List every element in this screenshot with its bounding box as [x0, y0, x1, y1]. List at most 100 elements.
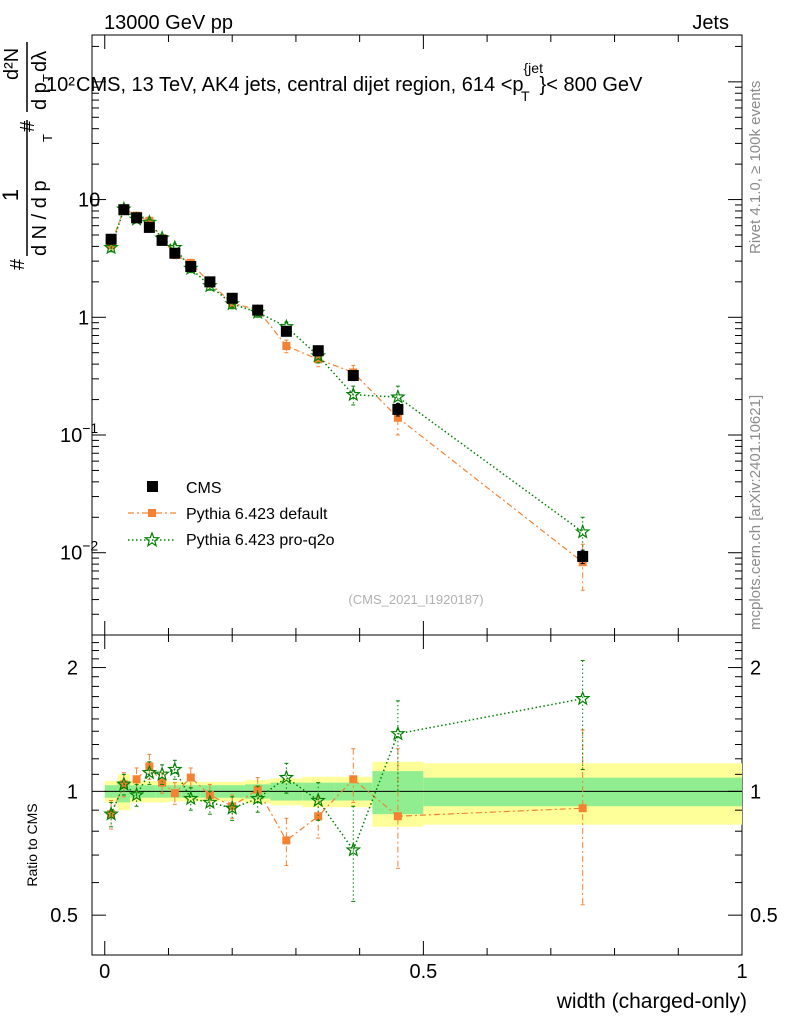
ratio-point-default: [186, 773, 195, 782]
ratio-point-proq2o: [390, 725, 406, 741]
ratio-point-proq2o: [202, 794, 218, 810]
ratio-panel-marks: [103, 660, 591, 906]
plot-title-main: CMS, 13 TeV, AK4 jets, central dijet reg…: [76, 74, 524, 96]
main-y-tick-exp: −2: [82, 538, 98, 554]
main-y-tick-label: 1: [78, 307, 89, 329]
ratio-point-default: [282, 836, 291, 845]
data-point-proq2o: [574, 523, 591, 539]
plot-title-sup: {jet: [524, 60, 544, 76]
ylabel-hash-left: #: [7, 258, 29, 270]
ylabel-sub-t: T: [40, 134, 55, 142]
ratio-point-default: [253, 785, 262, 794]
main-y-tick-label: 10: [78, 190, 100, 212]
data-point-cms: [347, 370, 359, 382]
plot-title-sub: T: [521, 88, 530, 104]
ratio-point-proq2o: [141, 764, 158, 780]
ylabel-den-tail: d p: [29, 82, 51, 110]
main-y-tick-base: 10: [78, 190, 100, 212]
ratio-point-proq2o: [128, 786, 145, 802]
data-point-cms: [312, 345, 324, 357]
ratio-x-tick-label: 1: [736, 961, 747, 983]
legend-label-cms: CMS: [186, 480, 222, 497]
data-point-proq2o: [390, 388, 406, 404]
plot-title: CMS, 13 TeV, AK4 jets, central dijet reg…: [76, 60, 643, 104]
data-point-cms: [156, 234, 168, 246]
axis-ticks: [92, 35, 743, 956]
legend-marker-default: [148, 509, 156, 517]
ratio-point-proq2o: [154, 766, 170, 781]
ratio-point-proq2o: [224, 799, 241, 815]
ratio-point-proq2o: [249, 790, 266, 806]
ratio-x-tick-label: 0: [99, 961, 110, 983]
rivet-version-label: Rivet 4.1.0, ≥ 100k events: [747, 81, 764, 254]
ylabel-sub-t-2: T: [40, 74, 55, 82]
ratio-point-proq2o: [182, 790, 199, 806]
ratio-point-proq2o: [345, 841, 362, 857]
legend-marker-cms: [147, 481, 158, 492]
data-point-cms: [131, 212, 143, 224]
x-axis-title: width (charged-only): [556, 990, 747, 1013]
ratio-y-tick-label-right: 1: [750, 781, 761, 803]
ylabel-frac-num: 1: [0, 189, 23, 201]
series-line-default: [110, 207, 584, 563]
ylabel-dlambda: dλ: [29, 51, 51, 72]
ratio-y-tick-label-left: 2: [67, 658, 78, 680]
analysis-watermark: (CMS_2021_I1920187): [348, 592, 483, 607]
ratio-y-tick-label-right: 0.5: [750, 905, 778, 927]
ratio-point-default: [158, 778, 167, 787]
ratio-y-tick-label-right: 2: [750, 658, 761, 680]
data-point-cms: [392, 403, 404, 415]
data-point-cms: [204, 276, 216, 288]
data-point-cms: [105, 233, 117, 245]
data-point-cms: [280, 325, 292, 337]
uncertainty-bands: [104, 761, 742, 827]
main-y-axis-label: # 1 d N / d p T # d²N d p T dλ: [0, 42, 55, 270]
main-y-tick-exp: −1: [82, 420, 98, 436]
data-point-cms: [252, 304, 264, 316]
y-exponent-label: 10²: [46, 74, 75, 96]
main-y-tick-base: 10: [60, 543, 82, 565]
main-panel-marks: [103, 200, 591, 591]
data-point-cms: [143, 221, 155, 233]
data-point-cms: [169, 247, 181, 259]
main-y-tick-base: 1: [78, 307, 89, 329]
main-y-tick-base: 10: [60, 425, 82, 447]
data-point-default: [282, 342, 291, 351]
main-y-tick-label: 10−2: [60, 538, 98, 565]
ratio-point-proq2o: [310, 792, 327, 808]
energy-label: 13000 GeV pp: [104, 12, 233, 34]
data-point-default: [393, 413, 402, 422]
legend: CMS Pythia 6.423 default Pythia 6.423 pr…: [128, 480, 335, 549]
ratio-x-tick-label: 0.5: [409, 961, 437, 983]
data-point-proq2o: [103, 239, 119, 255]
data-point-cms: [118, 204, 130, 216]
ylabel-num-tail: d²N: [1, 48, 23, 80]
plot-title-tail: }< 800 GeV: [540, 74, 644, 96]
ylabel-frac-den: d N / d p: [29, 180, 51, 256]
ratio-point-default: [314, 812, 323, 821]
ratio-point-default: [170, 789, 179, 798]
ylabel-hash-num: #: [17, 120, 39, 132]
ratio-y-tick-label-left: 1: [67, 781, 78, 803]
data-point-proq2o: [345, 386, 362, 402]
ratio-point-default: [578, 804, 587, 813]
ratio-point-proq2o: [574, 690, 591, 706]
mcplots-label: mcplots.cern.ch [arXiv:2401.10621]: [747, 395, 764, 630]
main-y-tick-label: 10−1: [60, 420, 98, 447]
data-point-default: [145, 216, 154, 225]
legend-label-proq2o: Pythia 6.423 pro-q2o: [186, 532, 335, 549]
data-point-cms: [577, 550, 589, 562]
legend-marker-proq2o: [143, 531, 161, 548]
ratio-point-proq2o: [278, 769, 295, 785]
category-label: Jets: [692, 12, 729, 34]
ratio-point-proq2o: [103, 805, 119, 821]
data-point-cms: [185, 261, 197, 273]
ratio-point-proq2o: [116, 776, 132, 791]
ratio-y-axis-label: Ratio to CMS: [24, 803, 40, 886]
ratio-point-default: [132, 775, 141, 784]
ratio-point-proq2o: [167, 761, 183, 777]
ratio-point-default: [393, 812, 402, 821]
legend-label-default: Pythia 6.423 default: [186, 506, 328, 523]
